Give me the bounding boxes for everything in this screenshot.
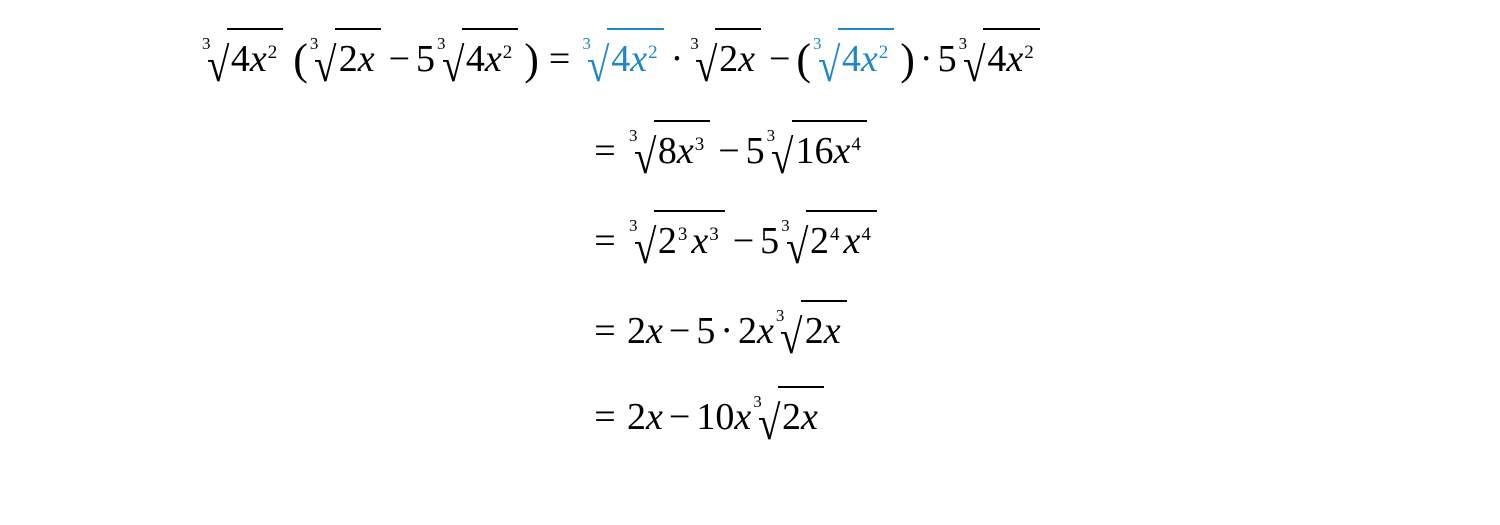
coef-5: 5 — [760, 222, 779, 260]
minus: − — [389, 40, 410, 78]
line2-root-a: 3 √ 8 x 3 — [629, 118, 710, 170]
equation-line-3: = 3 √ 2 3 x 3 − 5 3 √ 2 4 x 4 — [591, 208, 879, 260]
lparen: ( — [796, 38, 811, 82]
rhs1-root-c-highlight: 3 √ 4 x 2 — [813, 26, 894, 78]
minus: − — [669, 312, 690, 350]
cdot: · — [920, 40, 933, 78]
lhs-inner-root-2: 3 √ 4 x 2 — [437, 26, 518, 78]
minus: − — [718, 132, 739, 170]
math-derivation: 3 √ 4 x 2 ( 3 √ 2 x − 5 3 √ 4 — [0, 0, 1500, 525]
rhs1-root-b: 3 √ 2 x — [690, 26, 761, 78]
variable-x: x — [646, 398, 663, 436]
rparen: ) — [524, 38, 539, 82]
cdot: · — [671, 40, 684, 78]
line4-root: 3 √ 2 x — [776, 298, 847, 350]
equals: = — [591, 132, 619, 170]
variable-x: x — [646, 312, 663, 350]
line3-root-b: 3 √ 2 4 x 4 — [781, 208, 877, 260]
minus: − — [669, 398, 690, 436]
coef-10: 10 — [696, 398, 734, 436]
radicand: 4 x 2 — [227, 28, 283, 78]
coef-5: 5 — [938, 40, 957, 78]
variable-x: x — [757, 312, 774, 350]
line2-root-b: 3 √ 16 x 4 — [767, 118, 867, 170]
rhs1-root-a-highlight: 3 √ 4 x 2 — [582, 26, 663, 78]
coef: 4 — [231, 40, 250, 78]
lhs-inner-root-1: 3 √ 2 x — [310, 26, 381, 78]
equals: = — [549, 40, 570, 78]
equation-line-4: = 2 x − 5 · 2 x 3 √ 2 x — [591, 298, 849, 350]
exponent: 2 — [268, 43, 278, 62]
equals: = — [591, 398, 619, 436]
cdot: · — [720, 312, 733, 350]
equation-line-1: 3 √ 4 x 2 ( 3 √ 2 x − 5 3 √ 4 — [200, 26, 1042, 78]
line3-root-a: 3 √ 2 3 x 3 — [629, 208, 725, 260]
line5-root: 3 √ 2 x — [753, 384, 824, 436]
coef-2: 2 — [738, 312, 757, 350]
variable-x: x — [734, 398, 751, 436]
coef-2: 2 — [627, 398, 646, 436]
equals: = — [591, 312, 619, 350]
equation-line-5: = 2 x − 10 x 3 √ 2 x — [591, 384, 826, 436]
rhs1-root-d: 3 √ 4 x 2 — [959, 26, 1040, 78]
lhs-factor-root: 3 √ 4 x 2 — [202, 26, 283, 78]
rparen: ) — [900, 38, 915, 82]
inner-coef-5: 5 — [416, 40, 435, 78]
minus: − — [733, 222, 754, 260]
coef-5: 5 — [746, 132, 765, 170]
equation-line-2: = 3 √ 8 x 3 − 5 3 √ 16 x 4 — [591, 118, 869, 170]
equals: = — [591, 222, 619, 260]
variable: x — [250, 40, 267, 78]
radical-symbol: √ — [206, 52, 228, 81]
lparen: ( — [293, 38, 308, 82]
minus: − — [769, 40, 790, 78]
coef-5: 5 — [696, 312, 715, 350]
coef-2: 2 — [627, 312, 646, 350]
